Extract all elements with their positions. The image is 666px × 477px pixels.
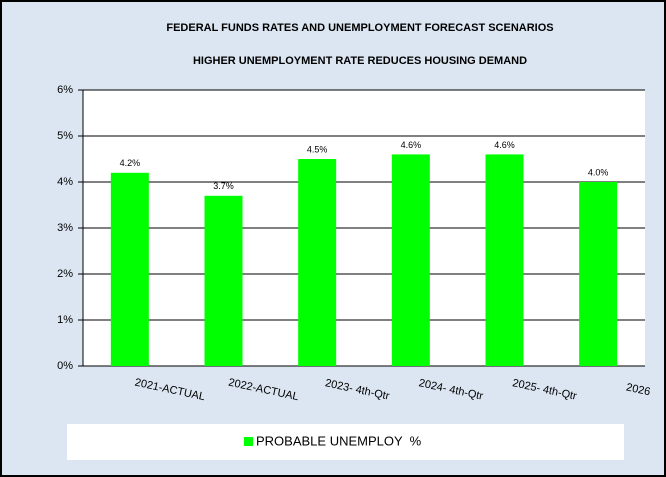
chart-title: FEDERAL FUNDS RATES AND UNEMPLOYMENT FOR…	[166, 22, 553, 34]
bar	[579, 182, 618, 366]
value-label: 4.0%	[588, 167, 609, 177]
y-tick-label: 6%	[57, 84, 73, 96]
bar	[485, 154, 524, 366]
bar	[204, 195, 243, 366]
chart-subtitle: HIGHER UNEMPLOYMENT RATE REDUCES HOUSING…	[193, 55, 527, 67]
y-tick-label: 0%	[57, 360, 73, 372]
legend-label: PROBABLE UNEMPLOY %	[256, 433, 422, 448]
bar	[391, 154, 430, 366]
legend-box	[67, 424, 624, 460]
value-label: 4.5%	[307, 144, 328, 154]
y-tick-label: 1%	[57, 314, 73, 326]
x-tick-label: 2026	[625, 381, 651, 398]
value-label: 3.7%	[213, 181, 234, 191]
y-tick-label: 2%	[57, 268, 73, 280]
legend-swatch	[244, 437, 253, 446]
value-label: 4.2%	[120, 158, 141, 168]
y-tick-label: 5%	[57, 130, 73, 142]
value-label: 4.6%	[494, 140, 515, 150]
bar	[110, 172, 149, 366]
bar	[298, 159, 337, 366]
value-label: 4.6%	[401, 140, 422, 150]
y-tick-label: 3%	[57, 222, 73, 234]
y-tick-label: 4%	[57, 176, 73, 188]
